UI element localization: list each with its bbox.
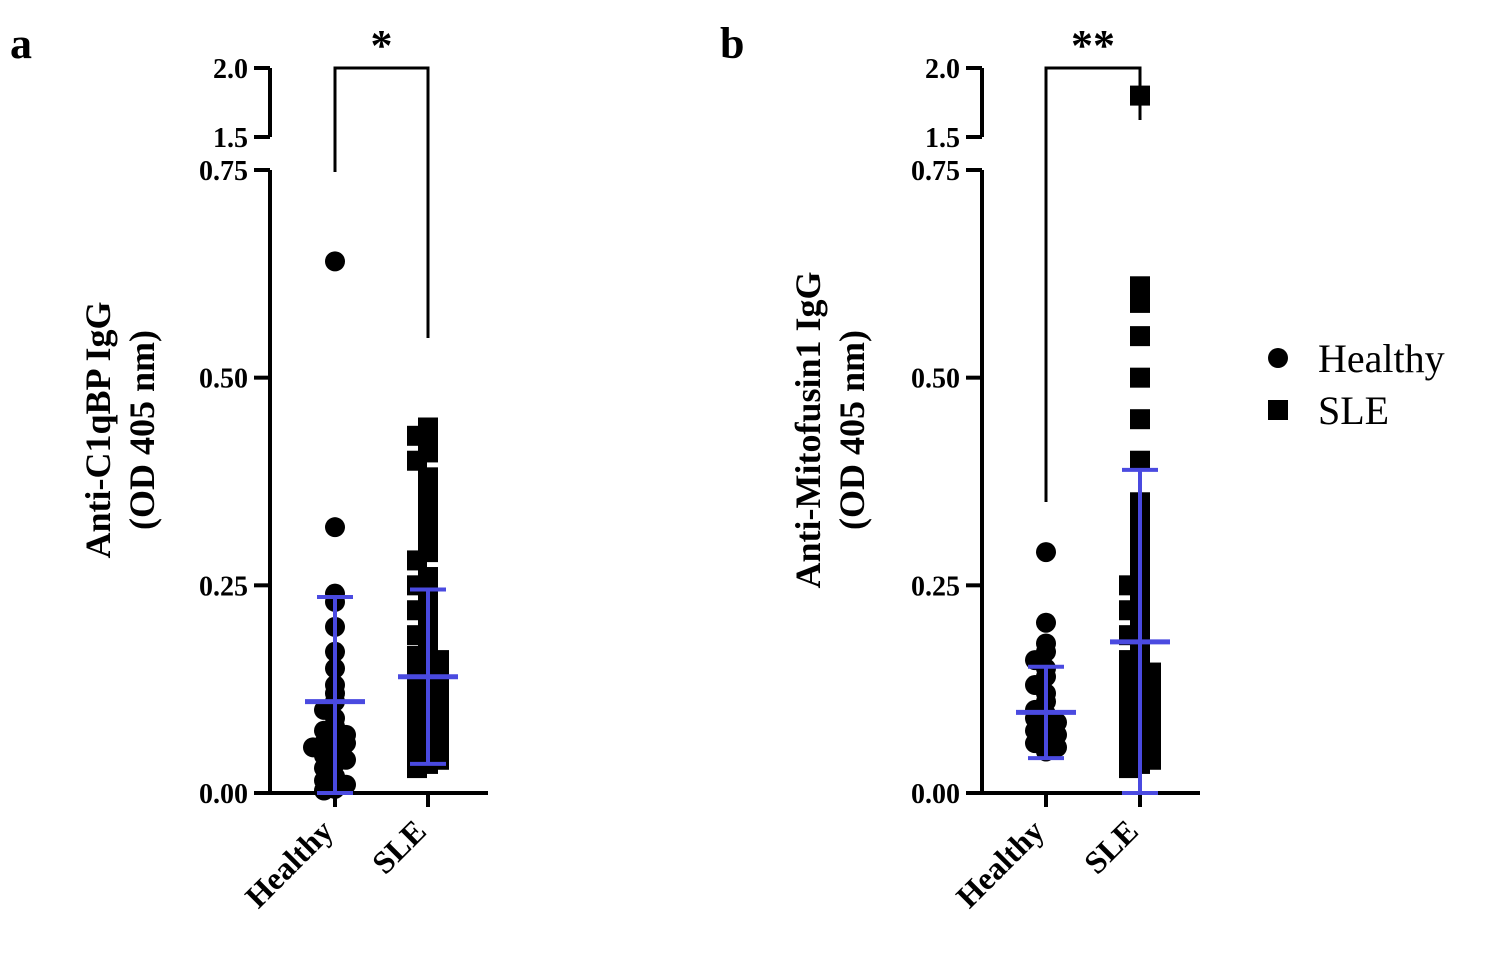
y-axis-title-line1: Anti-C1qBP IgG [78,301,118,558]
panel-label: b [720,19,744,68]
panel-a: a 0.00 0.25 0.50 0.751.5 2.0 Healthy SLE Anti-C1… [10,19,488,915]
data-point-sle [418,500,438,521]
data-point-sle [418,467,438,488]
y-tick-label: 1.5 [925,123,960,154]
x-tick-label: Healthy [949,812,1051,914]
significance-marker: ** [1071,21,1115,70]
data-point-sle [418,483,438,504]
data-point-sle [1130,292,1150,313]
legend-label: Healthy [1318,336,1445,381]
panel-b: b 0.00 0.25 0.50 0.751.5 2.0 Healthy SLE Anti-Mi… [720,19,1200,915]
y-tick-label: 0.25 [911,571,960,602]
y-tick-label: 1.5 [213,123,248,154]
y-tick-label: 2.0 [213,54,248,85]
panel-label: a [10,19,32,68]
significance-bracket [333,66,430,338]
y-axis-title-line2: (OD 405 nm) [122,330,162,530]
y-tick-label: 0.50 [199,364,248,395]
x-tick-label: SLE [365,812,433,880]
significance-bracket [1044,66,1142,502]
y-tick-label: 0.25 [199,571,248,602]
significance-marker: * [371,21,393,70]
data-point-sle [1119,758,1139,779]
y-axis-title-line1: Anti-Mitofusin1 IgG [788,271,828,588]
data-point-sle [407,450,427,471]
y-tick-label: 0.50 [911,364,960,395]
legend-marker-square [1268,400,1288,420]
y-tick-label: 2.0 [925,54,960,85]
y-tick-label: 0.00 [911,779,960,810]
y-tick-label: 0.00 [199,779,248,810]
data-point-healthy [314,780,334,801]
y-axis-title-line2: (OD 405 nm) [832,330,872,530]
data-point-healthy [325,517,345,538]
data-point-sle [418,517,438,538]
data-point-sle [1130,367,1150,388]
data-point-sle [1130,409,1150,430]
x-tick-label: Healthy [238,812,340,914]
legend-label: SLE [1318,388,1389,433]
data-point-sle [1130,450,1150,471]
data-point-healthy [1036,612,1056,633]
data-point-sle [407,550,427,571]
y-tick-label: 0.75 [199,156,248,187]
data-point-sle [407,758,427,779]
data-point-healthy [1036,542,1056,563]
legend: Healthy SLE [1268,336,1445,433]
x-tick-label: SLE [1077,812,1145,880]
legend-marker-circle [1268,348,1288,368]
data-point-sle [1130,326,1150,347]
y-tick-label: 0.75 [911,156,960,187]
data-point-healthy [325,251,345,272]
